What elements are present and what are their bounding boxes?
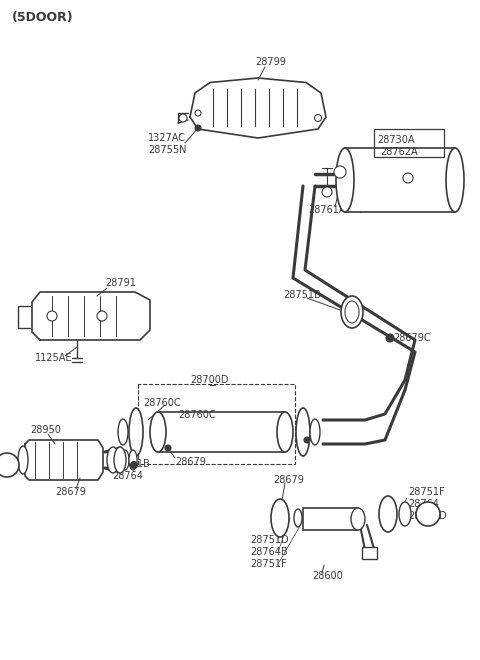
Ellipse shape — [351, 508, 365, 530]
Circle shape — [304, 437, 310, 443]
Text: 28764B: 28764B — [250, 547, 288, 557]
Text: 28600: 28600 — [312, 571, 343, 581]
Text: 28751D: 28751D — [250, 535, 288, 545]
Circle shape — [0, 453, 19, 477]
Ellipse shape — [271, 499, 289, 537]
Text: 28730A: 28730A — [377, 135, 415, 145]
Bar — [158, 412, 285, 452]
Text: 28764: 28764 — [112, 471, 143, 481]
Circle shape — [403, 173, 413, 183]
Text: 28679C: 28679C — [393, 333, 431, 343]
Text: 28751B: 28751B — [112, 459, 150, 469]
Ellipse shape — [129, 408, 143, 456]
Ellipse shape — [129, 450, 137, 470]
Circle shape — [47, 311, 57, 321]
Text: 1327AC: 1327AC — [148, 133, 186, 143]
Ellipse shape — [150, 412, 166, 452]
Circle shape — [179, 114, 187, 122]
Polygon shape — [32, 292, 150, 340]
Text: 28751D: 28751D — [408, 511, 446, 521]
Ellipse shape — [446, 148, 464, 212]
Text: 28950: 28950 — [30, 425, 61, 435]
Ellipse shape — [114, 447, 126, 473]
Text: 28760C: 28760C — [178, 410, 216, 420]
Circle shape — [334, 166, 346, 178]
Circle shape — [322, 187, 332, 197]
Text: A: A — [3, 460, 11, 470]
Circle shape — [195, 110, 201, 116]
Text: 28791: 28791 — [105, 278, 136, 288]
Text: 28751F: 28751F — [250, 559, 287, 569]
Ellipse shape — [341, 296, 363, 328]
Text: (5DOOR): (5DOOR) — [12, 11, 73, 24]
Ellipse shape — [294, 509, 302, 527]
Circle shape — [97, 311, 107, 321]
Text: 28755N: 28755N — [148, 145, 187, 155]
Ellipse shape — [18, 446, 28, 474]
Bar — [362, 547, 377, 559]
Circle shape — [195, 125, 201, 131]
Ellipse shape — [121, 450, 129, 470]
Text: 1125AE: 1125AE — [35, 353, 72, 363]
Text: A: A — [424, 509, 432, 519]
Bar — [345, 148, 455, 212]
Polygon shape — [25, 440, 103, 480]
Polygon shape — [190, 78, 326, 138]
Circle shape — [416, 502, 440, 526]
Ellipse shape — [296, 408, 310, 456]
Circle shape — [131, 461, 137, 469]
Ellipse shape — [345, 301, 359, 323]
Ellipse shape — [118, 419, 128, 445]
Ellipse shape — [336, 148, 354, 212]
Circle shape — [386, 334, 394, 342]
Circle shape — [165, 445, 171, 451]
Ellipse shape — [399, 502, 411, 526]
Circle shape — [314, 114, 322, 121]
Text: 28679: 28679 — [55, 487, 86, 497]
Text: 28764: 28764 — [408, 499, 439, 509]
Text: 28751B: 28751B — [283, 290, 321, 300]
Text: 28700D: 28700D — [190, 375, 228, 385]
Text: 28751F: 28751F — [408, 487, 444, 497]
Polygon shape — [293, 186, 415, 444]
Ellipse shape — [379, 496, 397, 532]
Text: 28799: 28799 — [255, 57, 286, 67]
Text: 28679: 28679 — [273, 475, 304, 485]
Bar — [303, 508, 358, 530]
Ellipse shape — [107, 447, 119, 473]
Ellipse shape — [277, 412, 293, 452]
Ellipse shape — [310, 419, 320, 445]
Text: 28761A: 28761A — [308, 205, 346, 215]
Text: 28760C: 28760C — [143, 398, 180, 408]
Text: 28762A: 28762A — [380, 147, 418, 157]
Text: 28679: 28679 — [175, 457, 206, 467]
